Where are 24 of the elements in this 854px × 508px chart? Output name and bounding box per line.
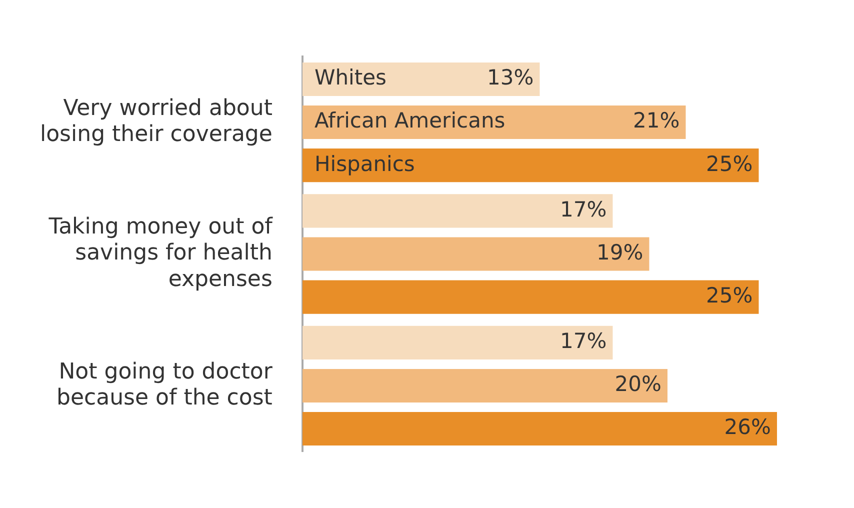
data-label: 25% [706,283,753,308]
bar [302,105,686,140]
data-label: 20% [614,372,662,396]
data-label: 17% [560,329,607,354]
series-label: Whites [314,66,386,90]
data-label: 19% [596,240,644,264]
data-label: 17% [560,197,607,222]
data-label: 26% [724,415,771,440]
bar [302,237,650,271]
y-tick-label: Very worried about losing their coverage [40,96,273,148]
bar [302,194,613,228]
bar [302,368,668,403]
bar [302,326,613,360]
bar [302,412,777,446]
y-tick-label: Taking money out of savings for health expenses [48,214,274,292]
bar [302,148,759,182]
bar [302,280,759,314]
series-label: African Americans [314,108,506,133]
data-label: 21% [633,108,680,133]
data-label: 25% [706,152,753,176]
bar [302,62,540,96]
y-tick-label: Not going to doctor because of the cost [56,359,274,411]
series-label: Hispanics [314,152,415,176]
data-label: 13% [487,66,534,90]
